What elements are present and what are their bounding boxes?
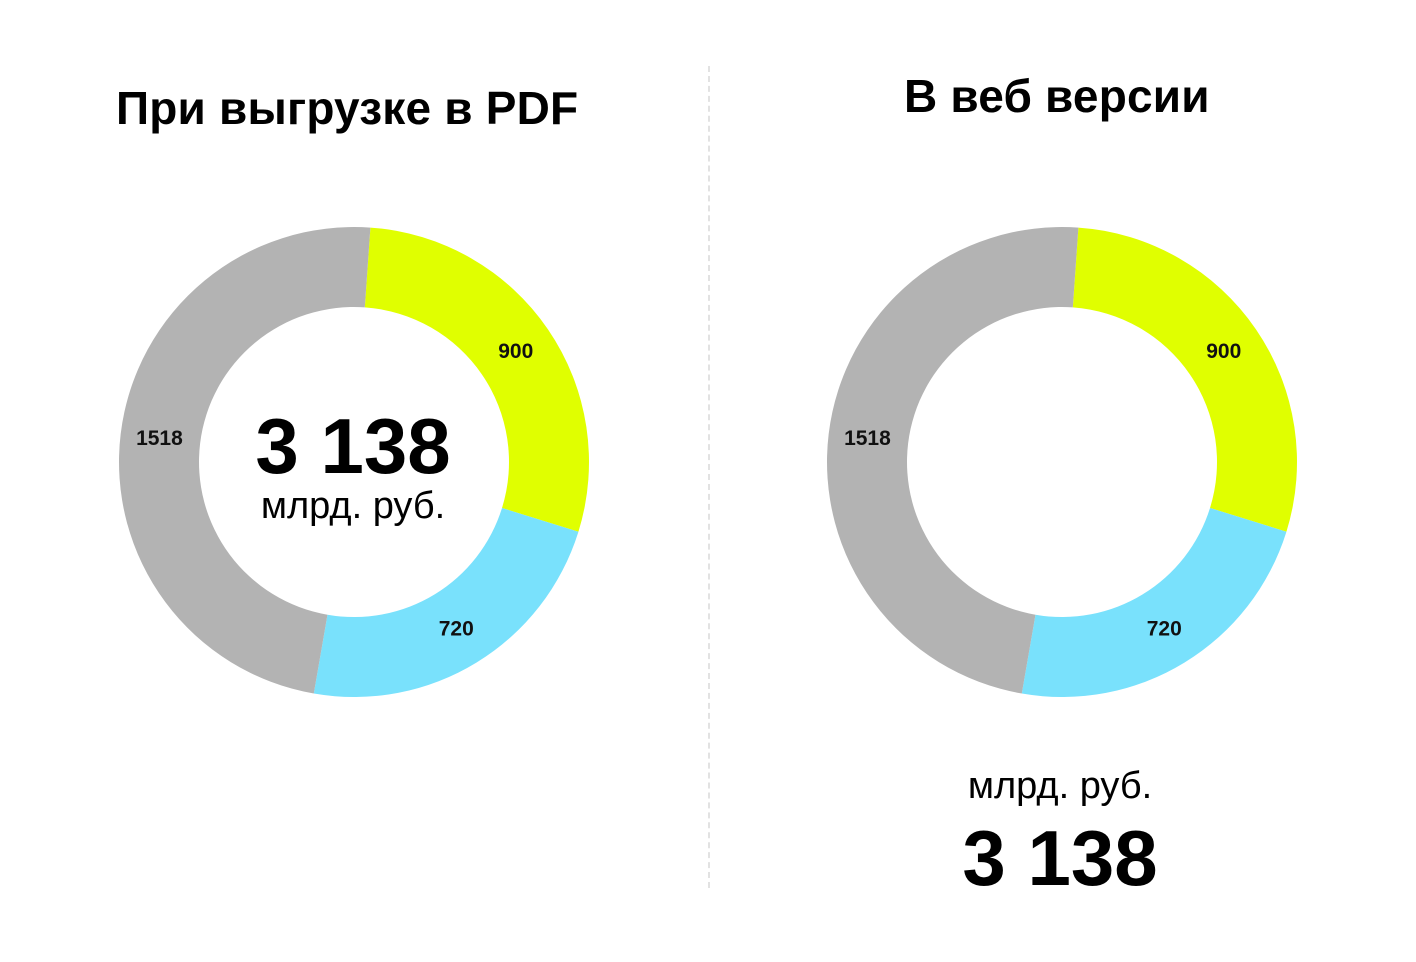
total-value: 3 138 [962,814,1158,902]
donut-segment-720 [313,507,579,698]
segment-label-1518: 1518 [136,427,183,450]
donut-chart: 900 720 1518 [827,227,1297,698]
segment-label-720: 720 [439,618,474,641]
segment-label-1518: 1518 [844,427,891,450]
segment-label-720: 720 [1147,618,1182,641]
pdf-export-panel: При выгрузке в PDF 900 720 1518 3 138 млрд… [116,82,589,698]
donut-segment-1518 [119,227,371,694]
segment-label-900: 900 [498,340,533,363]
donut-segment-1518 [827,227,1079,694]
donut-segment-900 [1072,227,1297,532]
chart-title: В веб версии [904,70,1210,122]
total-value: 3 138 [255,402,451,490]
donut-segment-720 [1021,507,1287,698]
web-version-panel: В веб версии 900 720 1518 млрд. руб. 3 138 [708,0,1416,962]
donut-chart: 900 720 1518 [119,227,589,698]
total-unit: млрд. руб. [260,485,446,527]
chart-title: При выгрузке в PDF [116,82,579,134]
panel-divider [708,66,710,888]
donut-segment-900 [364,227,589,532]
segment-label-900: 900 [1206,340,1241,363]
total-unit: млрд. руб. [967,765,1153,807]
